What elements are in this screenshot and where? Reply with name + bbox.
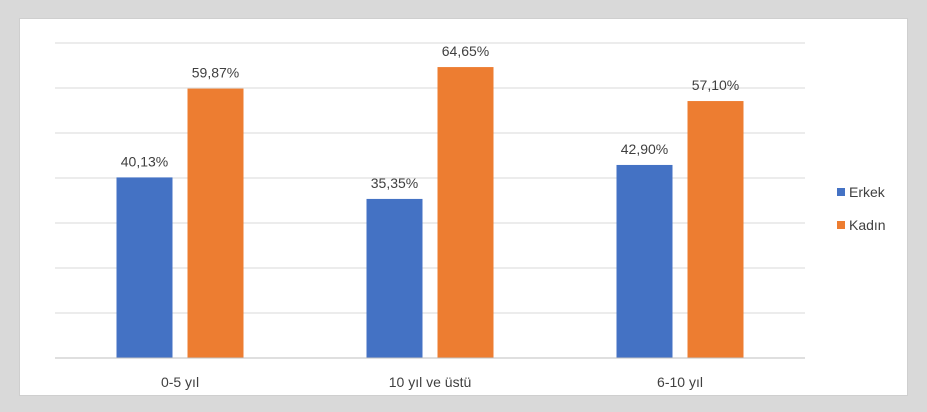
- category-labels: 0-5 yıl 10 yıl ve üstü 6-10 yıl: [161, 374, 703, 390]
- category-label: 6-10 yıl: [657, 374, 703, 390]
- data-labels: 40,13% 59,87% 35,35% 64,65% 42,90% 57,10%: [121, 43, 739, 191]
- category-label: 0-5 yıl: [161, 374, 199, 390]
- data-label: 59,87%: [192, 65, 239, 81]
- bars: [116, 67, 744, 359]
- bar-erkek-0: [116, 177, 173, 358]
- gridlines: [55, 42, 805, 314]
- bar-kadın-2: [687, 101, 744, 359]
- legend-swatch-erkek: [837, 188, 845, 196]
- legend-label: Kadın: [849, 217, 886, 233]
- data-label: 42,90%: [621, 141, 668, 157]
- legend-label: Erkek: [849, 184, 886, 200]
- category-label: 10 yıl ve üstü: [389, 374, 472, 390]
- bar-erkek-1: [366, 198, 423, 358]
- legend: Erkek Kadın: [837, 184, 886, 233]
- data-label: 64,65%: [442, 43, 489, 59]
- bar-erkek-2: [616, 164, 673, 358]
- legend-swatch-kadın: [837, 221, 845, 229]
- data-label: 40,13%: [121, 153, 168, 169]
- data-label: 35,35%: [371, 175, 418, 191]
- data-label: 57,10%: [692, 77, 739, 93]
- bar-kadın-1: [437, 67, 494, 358]
- bar-kadın-0: [187, 88, 244, 359]
